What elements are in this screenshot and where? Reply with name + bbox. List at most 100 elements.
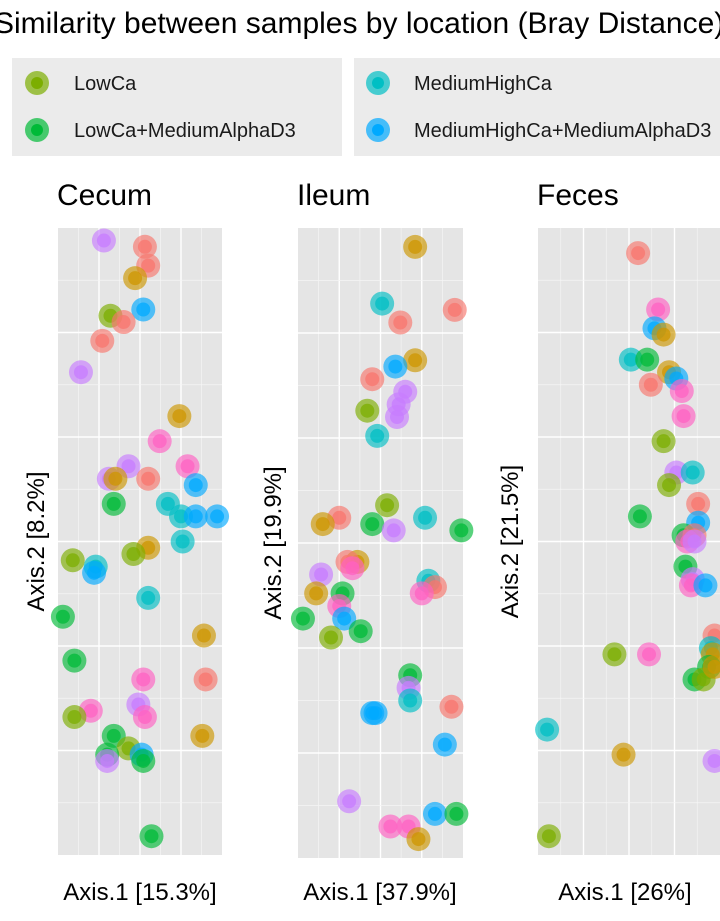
y-axis-label-ileum: Axis.2 [19.9%] [260,466,287,619]
data-point [365,423,390,448]
data-point-core [540,722,555,737]
data-point-core [314,567,329,582]
data-point [686,491,711,516]
data-point-core [408,353,423,368]
data-point [651,322,676,347]
legend-marker-dot-lowca [31,77,43,89]
data-point-core [403,693,418,708]
data-point [319,625,343,650]
data-point-core [454,523,469,538]
data-point [651,429,676,454]
data-point [101,491,126,516]
data-point-core [687,534,702,549]
panel-feces: Feces Axis.1 [26%] Axis.2 [21.5%] [497,179,720,906]
data-point [375,493,400,518]
data-point-core [137,710,152,725]
data-point [702,748,720,773]
data-point-core [418,510,433,525]
data-point [123,266,148,291]
data-point-core [427,806,442,821]
data-point-core [180,459,195,474]
data-point-core [616,747,631,762]
data-point [388,310,413,335]
y-axis-label-cecum: Axis.2 [8.2%] [23,471,50,611]
data-point-core [437,737,452,752]
data-point-core [370,428,385,443]
data-point-core [141,258,156,273]
data-point-core [656,434,671,449]
data-point-core [368,706,383,721]
data-point-core [141,590,156,605]
data-point-core [342,794,357,809]
data-point-core [698,578,713,593]
legend-marker-dot-mediumhighca-mediumalphad3 [372,124,384,136]
data-point-core [136,672,151,687]
data-point-core [73,365,88,380]
facet-panels: Cecum Axis.1 [15.3%] Axis.2 [8.2%] Ileum Axi… [23,179,720,906]
data-point [136,466,161,491]
data-point [602,642,627,667]
data-point-core [642,647,657,662]
data-point-core [674,384,689,399]
x-axis-label-ileum: Axis.1 [37.9%] [303,879,456,906]
legend-label-lowca: LowCa [74,73,137,95]
data-point [682,529,707,554]
legend-key-mediumhighca: MediumHighCa [366,71,553,95]
data-point [139,824,164,849]
data-point [646,297,671,322]
facet-label-ileum: Ileum [297,179,370,212]
data-point-core [449,806,464,821]
data-point-core [632,509,647,524]
data-point [444,801,469,826]
data-point-core [137,239,152,254]
data-point-core [309,586,324,601]
data-point-core [390,410,404,424]
data-point-core [108,471,123,486]
data-point [183,473,208,498]
data-point [190,723,215,748]
data-point [611,742,636,767]
data-point [337,789,362,814]
data-point [183,504,208,529]
data-point [449,518,474,543]
data-point-core [662,478,677,493]
data-point [536,824,561,849]
data-point-core [128,271,143,286]
data-point [170,529,195,554]
data-point [68,360,93,385]
legend-marker-dot-mediumhighca [372,77,384,89]
data-point-core [332,510,347,525]
data-point-core [188,509,203,524]
data-point-core [172,409,187,424]
data-point-core [116,315,131,330]
data-point [693,573,718,598]
data-point-core [295,611,310,626]
data-point-core [106,496,121,511]
data-point [309,562,334,587]
data-point [383,354,408,379]
data-point-core [411,832,426,847]
data-point [131,748,156,773]
data-point [82,560,107,585]
data-point-core [643,377,658,392]
data-point-core [383,819,398,834]
data-point-core [365,372,380,387]
data-point-core [136,302,151,317]
facet-label-feces: Feces [537,179,619,212]
data-point-core [100,753,115,768]
legend-label-lowca-mediumalphad3: LowCa+MediumAlphaD3 [74,120,296,142]
data-point-core [152,434,167,449]
data-point-core [337,611,352,626]
data-point [637,642,662,667]
data-point [136,585,161,610]
data-point [422,801,447,826]
x-axis-label-feces: Axis.1 [26%] [558,879,691,906]
legend: LowCa MediumHighCa LowCa+MediumAlphaD3 M… [12,58,720,156]
data-point [62,648,87,673]
data-point-core [196,628,211,643]
data-point-core [685,465,700,480]
data-point [147,429,172,454]
data-point-core [408,239,423,254]
data-point-core [541,829,556,844]
data-point-core [631,246,646,261]
